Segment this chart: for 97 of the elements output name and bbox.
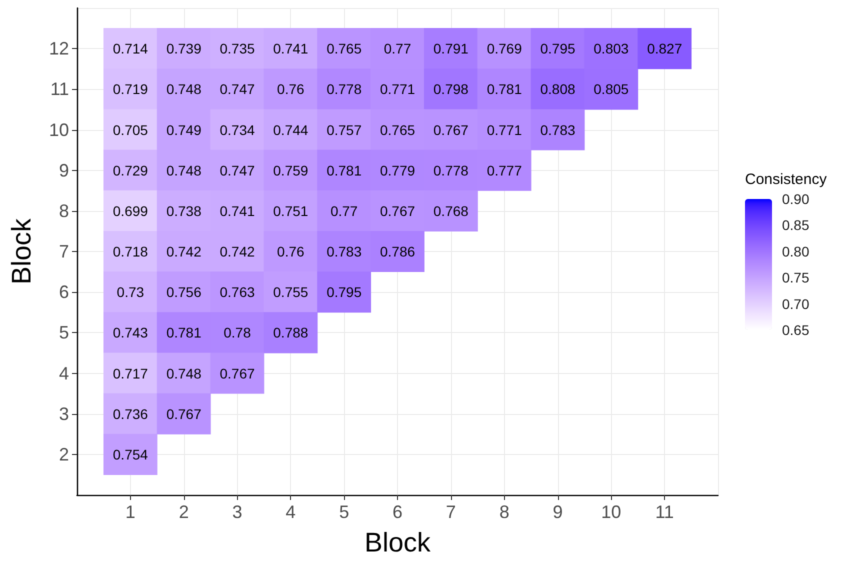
color-bar-label: 0.90 — [782, 191, 810, 207]
data-label: 0.759 — [273, 162, 308, 178]
data-label: 0.747 — [220, 162, 255, 178]
data-label: 0.768 — [433, 202, 469, 219]
x-tick-label: 4 — [286, 502, 296, 522]
data-label: 0.771 — [380, 81, 416, 98]
data-label: 0.743 — [112, 324, 148, 341]
data-label: 0.699 — [112, 202, 148, 219]
data-label: 0.77 — [384, 40, 412, 57]
data-label: 0.756 — [166, 284, 202, 300]
data-label: 0.777 — [486, 162, 522, 178]
data-label: 0.783 — [540, 122, 576, 138]
x-tick-label: 5 — [339, 502, 350, 522]
color-bar-label: 0.65 — [782, 322, 810, 338]
data-label: 0.736 — [112, 406, 148, 422]
color-bar-title: Consistency — [745, 171, 828, 188]
data-label: 0.751 — [273, 202, 308, 219]
data-label: 0.76 — [277, 244, 305, 260]
data-label: 0.767 — [380, 202, 416, 219]
data-label: 0.767 — [220, 365, 255, 382]
data-label: 0.734 — [220, 122, 255, 138]
data-label: 0.747 — [220, 81, 255, 98]
data-label: 0.748 — [166, 81, 202, 98]
data-label: 0.767 — [433, 122, 469, 138]
color-bar-label: 0.75 — [782, 270, 810, 286]
y-tick-label: 8 — [58, 200, 69, 221]
data-label: 0.748 — [166, 162, 202, 178]
data-label: 0.765 — [326, 40, 362, 57]
data-label: 0.719 — [112, 81, 148, 98]
data-label: 0.763 — [220, 284, 255, 300]
x-tick-label: 7 — [446, 502, 456, 522]
y-tick-label: 9 — [58, 160, 69, 180]
data-label: 0.778 — [326, 81, 362, 98]
data-label: 0.729 — [112, 162, 148, 178]
x-tick-label: 3 — [232, 502, 242, 522]
data-label: 0.78 — [224, 324, 252, 341]
data-label: 0.771 — [486, 122, 522, 138]
y-tick-label: 2 — [58, 444, 69, 464]
x-tick-label: 6 — [392, 502, 403, 522]
data-label: 0.73 — [116, 284, 144, 300]
x-tick-label: 2 — [178, 502, 189, 522]
data-label: 0.77 — [330, 202, 358, 219]
data-label: 0.717 — [112, 365, 148, 382]
y-axis-title: Block — [6, 218, 36, 285]
data-label: 0.783 — [326, 244, 362, 260]
y-tick-label: 10 — [48, 120, 69, 140]
data-label: 0.805 — [594, 81, 629, 98]
data-label: 0.767 — [166, 406, 202, 422]
data-label: 0.795 — [540, 40, 576, 57]
y-tick-label: 3 — [58, 404, 69, 424]
x-axis-title: Block — [364, 528, 432, 558]
data-label: 0.757 — [326, 122, 362, 138]
data-label: 0.714 — [112, 40, 148, 57]
data-label: 0.744 — [273, 122, 308, 138]
data-label: 0.779 — [380, 162, 416, 178]
data-label: 0.791 — [433, 40, 469, 57]
data-label: 0.788 — [273, 324, 308, 341]
data-label: 0.795 — [326, 284, 362, 300]
data-label: 0.718 — [112, 244, 148, 260]
color-bar-label: 0.80 — [782, 243, 810, 260]
data-label: 0.781 — [326, 162, 362, 178]
data-label: 0.748 — [166, 365, 202, 382]
x-tick-label: 11 — [655, 502, 674, 522]
data-label: 0.755 — [273, 284, 308, 300]
data-label: 0.808 — [540, 81, 576, 98]
y-tick-label: 7 — [58, 242, 69, 262]
data-label: 0.741 — [273, 40, 308, 57]
data-label: 0.769 — [486, 40, 522, 57]
y-tick-label: 11 — [50, 79, 69, 100]
data-label: 0.76 — [277, 81, 305, 98]
y-tick-label: 5 — [58, 322, 69, 343]
data-label: 0.803 — [594, 40, 629, 57]
color-bar-label: 0.85 — [782, 217, 810, 234]
y-tick-label: 4 — [58, 363, 69, 384]
data-label: 0.778 — [433, 162, 469, 178]
y-tick-label: 6 — [58, 282, 69, 302]
color-bar-label: 0.70 — [782, 296, 810, 312]
data-label: 0.765 — [380, 122, 416, 138]
data-label: 0.705 — [112, 122, 148, 138]
x-tick-label: 9 — [552, 502, 563, 522]
data-label: 0.735 — [220, 40, 255, 57]
y-tick-label: 12 — [48, 38, 69, 59]
data-label: 0.738 — [166, 202, 202, 219]
data-label: 0.742 — [220, 244, 255, 260]
data-label: 0.781 — [166, 324, 202, 341]
data-label: 0.741 — [220, 202, 255, 219]
x-tick-label: 8 — [499, 502, 510, 522]
data-label: 0.749 — [166, 122, 202, 138]
data-label: 0.742 — [166, 244, 202, 260]
data-label: 0.781 — [486, 81, 522, 98]
data-label: 0.827 — [647, 40, 682, 57]
x-tick-label: 10 — [601, 502, 622, 522]
x-tick-label: 1 — [125, 502, 136, 522]
data-label: 0.798 — [433, 81, 469, 98]
data-label: 0.786 — [380, 244, 416, 260]
data-label: 0.754 — [112, 446, 148, 462]
data-label: 0.739 — [166, 40, 202, 57]
